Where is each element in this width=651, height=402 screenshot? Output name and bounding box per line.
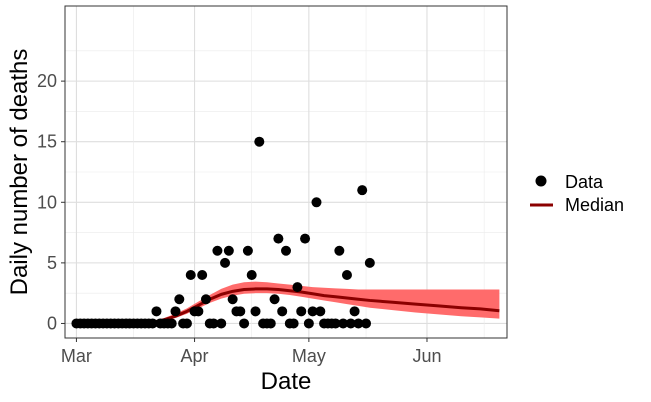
data-point xyxy=(181,318,192,329)
legend-key-data xyxy=(535,175,547,187)
data-point xyxy=(361,318,372,329)
data-point xyxy=(338,318,349,329)
legend-label-median: Median xyxy=(565,195,624,215)
data-point xyxy=(193,306,204,317)
data-point xyxy=(239,318,250,329)
data-point xyxy=(307,306,318,317)
data-point xyxy=(364,257,375,268)
data-point xyxy=(303,318,314,329)
x-axis-title: Date xyxy=(261,368,312,395)
data-point xyxy=(349,306,360,317)
data-point xyxy=(220,257,231,268)
data-point xyxy=(170,306,181,317)
data-point xyxy=(235,306,246,317)
data-point xyxy=(246,269,257,280)
data-point xyxy=(227,294,238,305)
data-point xyxy=(174,294,185,305)
data-points-layer xyxy=(71,136,375,329)
data-point xyxy=(334,245,345,256)
axes: 0 5 10 15 20 Mar Apr May Jun xyxy=(37,71,442,366)
data-point xyxy=(330,318,341,329)
legend: Data Median xyxy=(530,172,624,215)
data-point xyxy=(254,136,265,147)
data-point xyxy=(151,306,162,317)
x-tick-label: Jun xyxy=(412,346,441,366)
data-point xyxy=(216,318,227,329)
data-point xyxy=(288,318,299,329)
data-point xyxy=(147,318,158,329)
data-point xyxy=(300,233,311,244)
data-point xyxy=(250,306,261,317)
data-point xyxy=(200,294,211,305)
data-point xyxy=(292,282,303,293)
data-point xyxy=(223,245,234,256)
y-tick-label: 0 xyxy=(47,313,57,333)
data-point xyxy=(269,294,280,305)
y-tick-label: 5 xyxy=(47,253,57,273)
data-point xyxy=(242,245,253,256)
data-point xyxy=(311,197,322,208)
data-point xyxy=(315,306,326,317)
y-tick-label: 15 xyxy=(37,132,57,152)
data-point xyxy=(296,306,307,317)
data-point xyxy=(357,185,368,196)
y-tick-label: 10 xyxy=(37,192,57,212)
data-point xyxy=(185,269,196,280)
x-tick-label: Apr xyxy=(181,346,209,366)
data-point xyxy=(212,245,223,256)
y-axis-title: Daily number of deaths xyxy=(6,49,33,296)
data-point xyxy=(277,306,288,317)
data-point xyxy=(353,318,364,329)
legend-label-data: Data xyxy=(565,172,604,192)
plot-border xyxy=(64,5,508,339)
data-point xyxy=(281,245,291,256)
data-point xyxy=(197,269,208,280)
data-point xyxy=(341,269,352,280)
data-point xyxy=(273,233,284,244)
x-tick-label: May xyxy=(292,346,326,366)
y-tick-label: 20 xyxy=(37,71,57,91)
data-point xyxy=(208,318,219,329)
data-point xyxy=(345,318,356,329)
data-point xyxy=(166,318,177,329)
x-tick-label: Mar xyxy=(61,346,92,366)
data-point xyxy=(265,318,276,329)
